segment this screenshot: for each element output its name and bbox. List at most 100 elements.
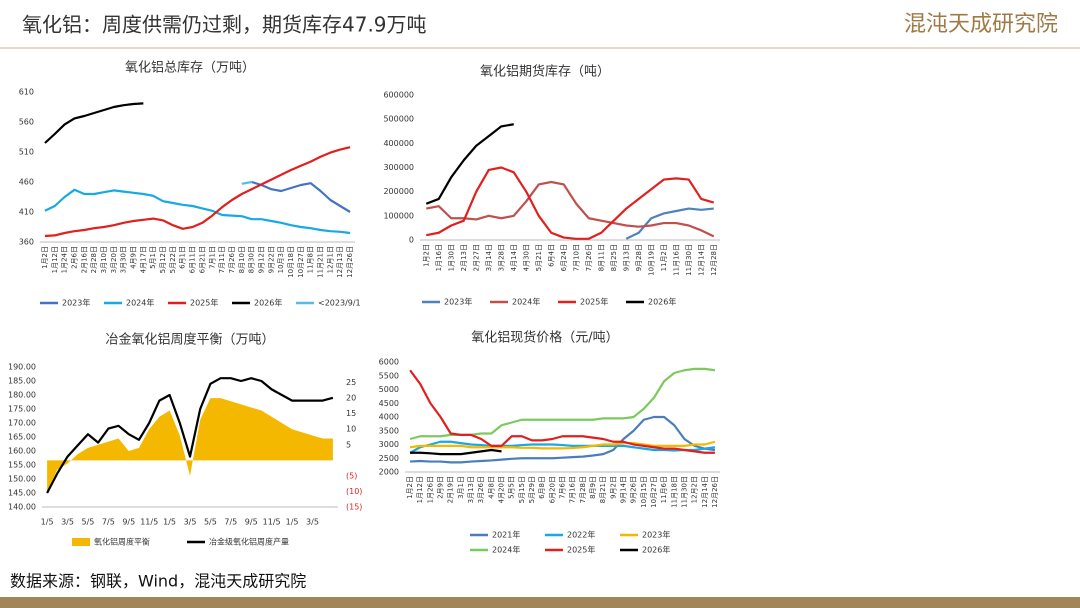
x-tick-label: 2月19日	[447, 476, 455, 503]
y2-tick-label: 15	[346, 409, 356, 418]
legend-label: 2024年	[492, 545, 520, 555]
legend-label: 2024年	[512, 297, 540, 307]
line	[409, 367, 716, 441]
x-tick-label: 7月6日	[559, 476, 567, 499]
x-tick-label: 11月21日	[317, 246, 325, 278]
y-tick-label: 610	[19, 88, 34, 97]
x-tick-label: 9月26日	[630, 476, 638, 503]
y-tick-label: 150.00	[8, 475, 36, 484]
x-tick-label: 4月17日	[139, 246, 147, 273]
y2-tick-label: 10	[346, 425, 356, 434]
y2-tick-label: (5)	[346, 471, 357, 480]
y-tick-label: 100000	[383, 211, 414, 220]
x-tick-label: 3/5	[61, 518, 74, 527]
x-tick-label: 9月13日	[622, 244, 630, 271]
y2-tick-label: 5	[346, 440, 351, 449]
y-tick-label: 140.00	[8, 503, 36, 512]
chart-title: 冶金氧化铝周度平衡（万吨）	[105, 332, 274, 348]
x-tick-label: 1月16日	[435, 244, 443, 271]
x-tick-label: 6月20日	[548, 476, 556, 503]
x-tick-label: 12月28日	[710, 244, 718, 276]
y-tick-label: 145.00	[8, 489, 36, 498]
x-tick-label: 8月10日	[238, 246, 246, 273]
x-tick-label: 2月9日	[437, 476, 445, 499]
x-tick-label: 1月24日	[61, 246, 69, 273]
legend-label: 2025年	[580, 297, 608, 307]
x-tick-label: 1月12日	[416, 476, 424, 503]
y-tick-label: 2500	[379, 454, 399, 463]
x-tick-label: 6月4日	[547, 244, 555, 267]
y-tick-label: 5000	[379, 385, 399, 394]
y2-tick-label: (15)	[346, 503, 362, 512]
x-tick-label: 5月22日	[169, 246, 177, 273]
legend-swatch	[72, 538, 90, 546]
x-tick-label: 4月9日	[130, 246, 138, 269]
legend-label: 2026年	[254, 298, 282, 308]
x-tick-label: 7月10日	[572, 244, 580, 271]
y-tick-label: 410	[19, 208, 34, 217]
y-tick-label: 400000	[383, 139, 414, 148]
x-tick-label: 8月9日	[589, 476, 597, 499]
x-tick-label: 1月2日	[422, 244, 430, 267]
y-tick-label: 190.00	[8, 363, 36, 372]
x-tick-label: 6月21日	[198, 246, 206, 273]
legend-label: 2024年	[126, 298, 154, 308]
x-tick-label: 12月1日	[326, 246, 334, 273]
x-tick-label: 4月14日	[510, 244, 518, 271]
x-tick-label: 9月14日	[619, 476, 627, 503]
x-tick-label: 3月30日	[120, 246, 128, 273]
y2-tick-label: (10)	[346, 487, 362, 496]
line	[425, 123, 514, 205]
x-tick-label: 12月14日	[697, 244, 705, 276]
y-tick-label: 4500	[379, 399, 399, 408]
x-tick-label: 9月12日	[257, 246, 265, 273]
x-tick-label: 9/5	[122, 518, 135, 527]
x-tick-label: 2月13日	[460, 244, 468, 271]
x-tick-label: 5月1日	[149, 246, 157, 269]
y-tick-label: 180.00	[8, 391, 36, 400]
x-tick-label: 8月11日	[597, 244, 605, 271]
y-tick-label: 300000	[383, 163, 414, 172]
line	[426, 180, 715, 238]
x-tick-label: 5月29日	[528, 476, 536, 503]
x-tick-label: 9月22日	[267, 246, 275, 273]
legend-label: 2022年	[567, 530, 595, 540]
source-note: 数据来源：钢联，Wind，混沌天成研究院	[10, 572, 306, 591]
y-tick-label: 5500	[379, 371, 399, 380]
x-tick-label: 5月21日	[535, 244, 543, 271]
x-tick-label: 1月12日	[51, 246, 59, 273]
line	[241, 180, 252, 185]
x-tick-label: 9月28日	[635, 244, 643, 271]
x-tick-label: 12月13日	[336, 246, 344, 278]
y-tick-label: 160.00	[8, 447, 36, 456]
line	[46, 377, 334, 494]
line	[426, 166, 715, 240]
line	[409, 440, 716, 454]
x-tick-label: 4月20日	[498, 476, 506, 503]
x-tick-label: 1月2日	[41, 246, 49, 269]
x-tick-label: 7月1日	[208, 246, 216, 269]
x-tick-label: 11月18日	[670, 476, 678, 508]
x-tick-label: 12月14日	[701, 476, 709, 508]
x-tick-label: 11月2日	[660, 244, 668, 271]
x-tick-label: 12月26日	[346, 246, 354, 278]
line	[409, 440, 716, 450]
x-tick-label: 1/5	[286, 518, 299, 527]
legend-label: 2023年	[642, 530, 670, 540]
footer-bar	[0, 597, 1080, 608]
x-tick-label: 8月30日	[248, 246, 256, 273]
x-tick-label: 2月6日	[70, 246, 78, 269]
x-tick-label: 3月10日	[100, 246, 108, 273]
x-tick-label: 10月18日	[287, 246, 295, 278]
x-tick-label: 7月26日	[228, 246, 236, 273]
x-tick-label: 1月2日	[406, 476, 414, 499]
x-tick-label: 7月11日	[218, 246, 226, 273]
legend-label: 2025年	[190, 298, 218, 308]
x-tick-label: 2月28日	[90, 246, 98, 273]
chart-title: 氧化铝总库存（万吨）	[125, 60, 255, 76]
x-tick-label: 8月25日	[610, 244, 618, 271]
x-tick-label: 3/5	[184, 518, 197, 527]
x-tick-label: 11月16日	[672, 244, 680, 276]
y-tick-label: 500000	[383, 115, 414, 124]
